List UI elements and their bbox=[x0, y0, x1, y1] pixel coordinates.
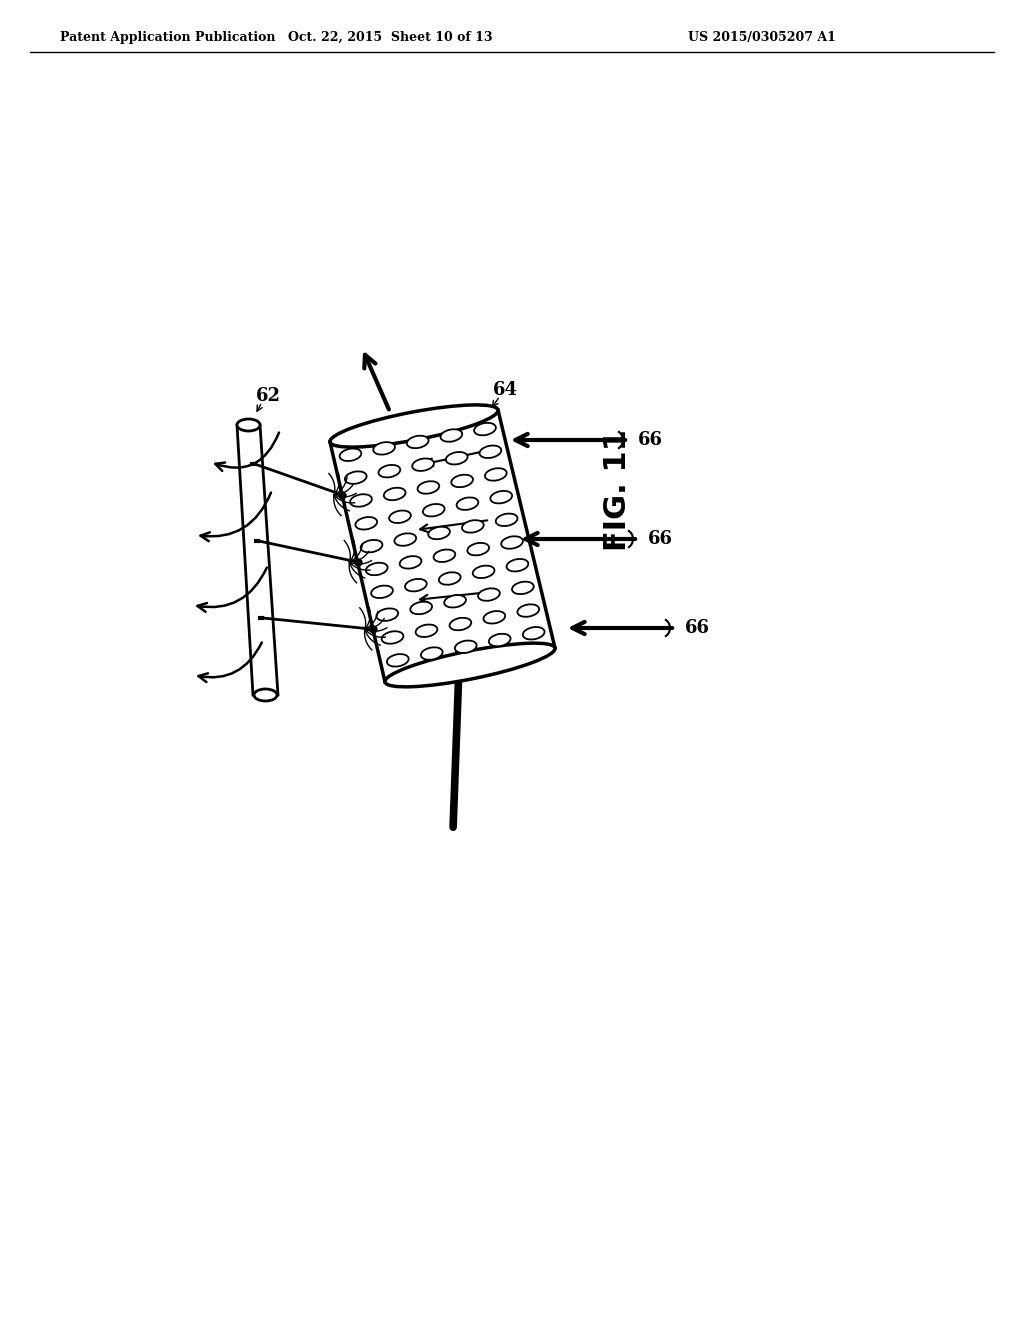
Ellipse shape bbox=[382, 631, 403, 644]
Ellipse shape bbox=[413, 458, 434, 471]
Ellipse shape bbox=[474, 422, 496, 436]
Polygon shape bbox=[330, 411, 555, 682]
Ellipse shape bbox=[512, 582, 534, 594]
Text: Patent Application Publication: Patent Application Publication bbox=[60, 30, 275, 44]
Ellipse shape bbox=[407, 436, 429, 449]
Ellipse shape bbox=[490, 491, 512, 503]
Ellipse shape bbox=[377, 609, 398, 620]
Ellipse shape bbox=[406, 579, 427, 591]
Polygon shape bbox=[237, 425, 278, 696]
Ellipse shape bbox=[423, 504, 444, 516]
Ellipse shape bbox=[350, 494, 372, 507]
Ellipse shape bbox=[385, 643, 555, 686]
Text: Oct. 22, 2015  Sheet 10 of 13: Oct. 22, 2015 Sheet 10 of 13 bbox=[288, 30, 493, 44]
Ellipse shape bbox=[445, 451, 468, 465]
Ellipse shape bbox=[373, 442, 395, 454]
Text: 64: 64 bbox=[493, 381, 517, 399]
Text: 66: 66 bbox=[638, 432, 663, 449]
Ellipse shape bbox=[507, 558, 528, 572]
Text: 62: 62 bbox=[256, 387, 281, 405]
Ellipse shape bbox=[355, 517, 377, 529]
Ellipse shape bbox=[416, 624, 437, 638]
Ellipse shape bbox=[345, 471, 367, 484]
Ellipse shape bbox=[384, 487, 406, 500]
Ellipse shape bbox=[371, 586, 393, 598]
Ellipse shape bbox=[462, 520, 483, 533]
Ellipse shape bbox=[428, 527, 450, 540]
Ellipse shape bbox=[523, 627, 545, 639]
Ellipse shape bbox=[387, 655, 409, 667]
Ellipse shape bbox=[455, 640, 476, 653]
Ellipse shape bbox=[411, 602, 432, 614]
Ellipse shape bbox=[473, 565, 495, 578]
Ellipse shape bbox=[254, 689, 278, 701]
Ellipse shape bbox=[478, 589, 500, 601]
Ellipse shape bbox=[439, 573, 461, 585]
Ellipse shape bbox=[496, 513, 517, 527]
Ellipse shape bbox=[450, 618, 471, 630]
Ellipse shape bbox=[340, 449, 361, 461]
Ellipse shape bbox=[440, 429, 462, 442]
Ellipse shape bbox=[360, 540, 382, 552]
Ellipse shape bbox=[399, 556, 422, 569]
Ellipse shape bbox=[421, 647, 442, 660]
Text: US 2015/0305207 A1: US 2015/0305207 A1 bbox=[688, 30, 836, 44]
Ellipse shape bbox=[501, 536, 523, 549]
Ellipse shape bbox=[457, 498, 478, 510]
Ellipse shape bbox=[467, 543, 489, 556]
Ellipse shape bbox=[479, 446, 502, 458]
Ellipse shape bbox=[483, 611, 505, 623]
Ellipse shape bbox=[418, 482, 439, 494]
Ellipse shape bbox=[366, 562, 388, 576]
Text: FIG. 11: FIG. 11 bbox=[603, 429, 633, 550]
Ellipse shape bbox=[488, 634, 511, 647]
Text: 66: 66 bbox=[647, 531, 673, 548]
Ellipse shape bbox=[517, 605, 539, 616]
Ellipse shape bbox=[237, 418, 260, 432]
Ellipse shape bbox=[330, 405, 498, 447]
Ellipse shape bbox=[433, 549, 456, 562]
Ellipse shape bbox=[452, 475, 473, 487]
Ellipse shape bbox=[394, 533, 416, 545]
Text: 66: 66 bbox=[684, 619, 710, 638]
Ellipse shape bbox=[379, 465, 400, 478]
Ellipse shape bbox=[444, 595, 466, 607]
Polygon shape bbox=[330, 411, 555, 682]
Ellipse shape bbox=[389, 511, 411, 523]
Ellipse shape bbox=[485, 469, 507, 480]
